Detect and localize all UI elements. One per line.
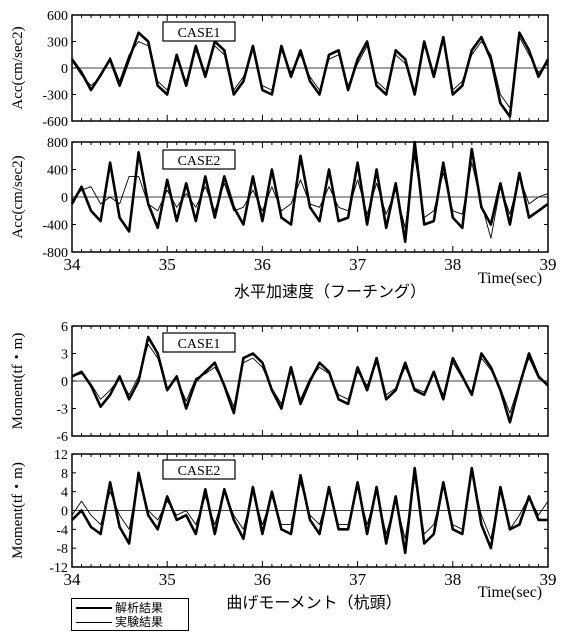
y-tick-label: -8 — [56, 542, 68, 557]
x-tick-label: 35 — [159, 570, 176, 589]
x-tick-label: 39 — [540, 255, 557, 274]
y-tick-label: 0 — [61, 375, 68, 390]
y-tick-label: 400 — [47, 164, 68, 179]
legend-thin-line-swatch — [76, 621, 112, 623]
series-analysis-line — [70, 140, 549, 243]
x-tick-label: 37 — [349, 570, 367, 589]
y-tick-label: -600 — [42, 115, 68, 130]
case-tag-box — [162, 21, 236, 42]
legend: 解析結果 実験結果 — [71, 598, 189, 631]
y-tick-label: 12 — [54, 448, 68, 463]
x-axis-label: 水平加速度（フーチング） — [234, 282, 426, 301]
acc-case2-panel: -800 -400 0 400 800 34 35 36 37 38 39 Acc(cm/sec2) C… — [10, 136, 557, 301]
y-tick-label: 0 — [61, 191, 68, 206]
acc-case1-panel: -600 -300 0 300 600 Acc(cm/sec2) CASE1 — [10, 9, 550, 130]
x-tick-label: 35 — [159, 255, 176, 274]
y-tick-label: -400 — [42, 219, 68, 234]
y-tick-label: -12 — [49, 561, 68, 576]
case-tag-box — [162, 332, 236, 353]
x-tick-label: 38 — [444, 255, 461, 274]
y-tick-label: -3 — [56, 403, 68, 418]
y-tick-label: -300 — [42, 89, 68, 104]
series-analysis-line — [70, 31, 550, 118]
x-tick-label: 34 — [64, 570, 82, 589]
y-tick-label: -4 — [56, 523, 68, 538]
x-tick-label: 38 — [444, 570, 461, 589]
legend-item-analysis: 解析結果 — [76, 601, 163, 615]
y-tick-label: 4 — [61, 486, 68, 501]
y-tick-label: 0 — [61, 62, 68, 77]
legend-label-analysis: 解析結果 — [115, 601, 164, 615]
case-tag-label: CASE1 — [178, 26, 221, 41]
y-tick-label: 800 — [47, 136, 68, 151]
series-experiment-line — [71, 343, 549, 414]
y-tick-label: 300 — [47, 36, 68, 51]
y-tick-label: 8 — [61, 467, 68, 482]
series-analysis-line — [71, 335, 549, 424]
y-tick-label: 6 — [61, 320, 68, 335]
x-tick-label: 37 — [349, 255, 367, 274]
y-tick-label: -800 — [42, 246, 68, 261]
case-tag-box — [162, 149, 236, 170]
legend-item-experiment: 実験結果 — [76, 615, 163, 629]
x-tick-label: 34 — [64, 255, 82, 274]
x-axis-unit: Time(sec) — [478, 584, 542, 601]
moment-case2-panel: -12 -8 -4 0 4 8 12 34 35 36 37 38 39 Moment(tf・m) CASE… — [10, 448, 557, 612]
series-experiment-line — [71, 472, 549, 540]
y-axis-label: Moment(tf・m) — [10, 333, 26, 430]
y-axis-label: Moment(tf・m) — [10, 462, 26, 559]
case-tag-label: CASE2 — [178, 154, 221, 169]
y-axis-label: Acc(cm/sec2) — [10, 26, 26, 109]
moment-case1-panel: -6 -3 0 3 6 Moment(tf・m) CASE1 — [10, 320, 549, 445]
case-tag-label: CASE2 — [178, 464, 221, 479]
x-tick-label: 36 — [254, 570, 271, 589]
case-tag-label: CASE1 — [178, 337, 221, 352]
y-tick-label: 3 — [61, 348, 68, 363]
x-tick-label: 39 — [540, 570, 557, 589]
legend-label-experiment: 実験結果 — [115, 615, 164, 629]
x-axis-label: 曲げモーメント（杭頭） — [226, 593, 401, 612]
y-tick-label: -6 — [56, 430, 68, 445]
series-experiment-line — [71, 155, 549, 239]
case-tag-box — [162, 459, 236, 480]
y-tick-label: 600 — [47, 9, 68, 24]
y-axis-label: Acc(cm/sec2) — [10, 155, 26, 238]
legend-thick-line-swatch — [76, 606, 112, 610]
x-axis-unit: Time(sec) — [478, 270, 542, 287]
series-experiment-line — [71, 36, 549, 109]
y-tick-label: 0 — [61, 505, 68, 520]
x-tick-label: 36 — [254, 255, 271, 274]
